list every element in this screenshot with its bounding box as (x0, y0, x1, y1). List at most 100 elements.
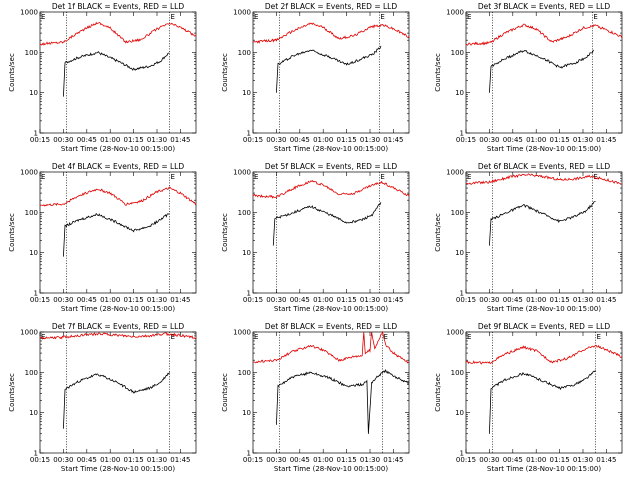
chart-title: Det 6f BLACK = Events, RED = LLD (478, 162, 611, 171)
x-tick-label: 01:30 (360, 296, 380, 304)
x-axis-label: Start Time (28-Nov-10 00:15:00) (61, 305, 175, 313)
series-line (39, 332, 197, 340)
x-axis-label: Start Time (28-Nov-10 00:15:00) (61, 145, 175, 153)
x-tick-label: 01:45 (383, 296, 403, 304)
y-tick-label: 100 (238, 209, 251, 217)
event-marker: E (170, 173, 174, 181)
x-tick-label: 01:45 (596, 456, 616, 464)
x-tick-label: 00:15 (30, 456, 50, 464)
x-tick-label: 01:15 (337, 296, 357, 304)
y-axis-label: Counts/sec (8, 213, 16, 252)
chart-title: Det 1f BLACK = Events, RED = LLD (52, 2, 185, 11)
x-axis-label: Start Time (28-Nov-10 00:15:00) (487, 305, 601, 313)
series-line (276, 45, 382, 93)
y-tick-label: 100 (238, 369, 251, 377)
event-marker: E (383, 333, 387, 341)
y-tick-label: 100 (451, 49, 464, 57)
event-marker: E (41, 333, 45, 341)
x-tick-label: 01:00 (313, 136, 333, 144)
series-line (252, 179, 410, 199)
line-chart: Det 5f BLACK = Events, RED = LLD 1 10 100 10… (221, 162, 410, 313)
y-axis-label: Counts/sec (434, 373, 442, 412)
plot-frame (252, 331, 410, 454)
y-axis-label: Counts/sec (434, 53, 442, 92)
x-tick-label: 00:15 (243, 296, 263, 304)
y-axis-label: Counts/sec (434, 213, 442, 252)
x-tick-label: 01:15 (550, 136, 570, 144)
y-tick-label: 100 (451, 209, 464, 217)
series-line (276, 369, 410, 434)
x-tick-label: 01:00 (313, 456, 333, 464)
plot-frame (39, 171, 197, 294)
x-tick-label: 01:30 (147, 296, 167, 304)
x-tick-label: 01:30 (573, 136, 593, 144)
x-tick-label: 00:45 (503, 456, 523, 464)
series-line (489, 49, 595, 93)
x-tick-label: 01:15 (550, 456, 570, 464)
detector-panel: Det 5f BLACK = Events, RED = LLD 1 10 100 10… (213, 160, 426, 320)
x-tick-label: 01:45 (596, 296, 616, 304)
x-tick-label: 00:45 (290, 456, 310, 464)
chart-title: Det 2f BLACK = Events, RED = LLD (265, 2, 398, 11)
y-tick-label: 1000 (233, 329, 251, 337)
x-tick-label: 01:00 (526, 136, 546, 144)
x-tick-label: 00:15 (243, 456, 263, 464)
x-tick-label: 00:45 (290, 296, 310, 304)
x-tick-label: 00:15 (30, 296, 50, 304)
x-tick-label: 01:00 (526, 296, 546, 304)
detector-panel: Det 3f BLACK = Events, RED = LLD 1 10 100 10… (426, 0, 639, 160)
event-marker: E (170, 333, 174, 341)
line-chart: Det 9f BLACK = Events, RED = LLD 1 10 100 10… (434, 322, 623, 473)
y-tick-label: 1000 (20, 9, 38, 17)
y-tick-label: 10 (455, 409, 464, 417)
event-marker: E (380, 13, 384, 21)
chart-title: Det 9f BLACK = Events, RED = LLD (478, 322, 611, 331)
x-tick-label: 01:45 (170, 296, 190, 304)
x-tick-label: 01:30 (573, 456, 593, 464)
y-tick-label: 1 (247, 450, 251, 458)
x-tick-label: 01:45 (170, 136, 190, 144)
plot-frame (39, 11, 197, 134)
series-line (63, 51, 170, 97)
x-tick-label: 00:30 (479, 456, 499, 464)
event-marker: E (467, 173, 471, 181)
event-marker: E (170, 13, 174, 21)
event-marker: E (254, 333, 258, 341)
series-line (466, 173, 623, 185)
y-tick-label: 100 (25, 369, 38, 377)
x-tick-label: 01:15 (337, 456, 357, 464)
chart-title: Det 8f BLACK = Events, RED = LLD (265, 322, 398, 331)
series-line (489, 370, 596, 434)
y-tick-label: 1000 (233, 169, 251, 177)
x-tick-label: 01:45 (596, 136, 616, 144)
event-marker: E (467, 333, 471, 341)
x-tick-label: 00:30 (266, 296, 286, 304)
x-tick-label: 00:45 (503, 136, 523, 144)
series-line (39, 186, 197, 207)
detector-panel: Det 2f BLACK = Events, RED = LLD 1 10 100 10… (213, 0, 426, 160)
event-marker: E (380, 173, 384, 181)
event-marker: E (593, 173, 597, 181)
event-marker: E (254, 173, 258, 181)
plot-frame (465, 11, 623, 134)
x-axis-label: Start Time (28-Nov-10 00:15:00) (487, 145, 601, 153)
x-tick-label: 01:45 (383, 136, 403, 144)
event-marker: E (41, 173, 45, 181)
y-tick-label: 10 (29, 409, 38, 417)
line-chart: Det 2f BLACK = Events, RED = LLD 1 10 100 10… (221, 2, 410, 153)
x-tick-label: 01:15 (550, 296, 570, 304)
chart-title: Det 4f BLACK = Events, RED = LLD (52, 162, 185, 171)
line-chart: Det 4f BLACK = Events, RED = LLD 1 10 100 10… (8, 162, 197, 313)
plot-frame (252, 171, 410, 294)
y-tick-label: 10 (242, 409, 251, 417)
y-tick-label: 1 (460, 290, 464, 298)
x-tick-label: 01:00 (100, 296, 120, 304)
y-tick-label: 1000 (446, 329, 464, 337)
series-line (272, 202, 382, 246)
y-tick-label: 1000 (446, 169, 464, 177)
x-tick-label: 01:00 (526, 456, 546, 464)
x-tick-label: 00:30 (266, 136, 286, 144)
series-line (63, 372, 170, 429)
x-tick-label: 01:00 (100, 136, 120, 144)
